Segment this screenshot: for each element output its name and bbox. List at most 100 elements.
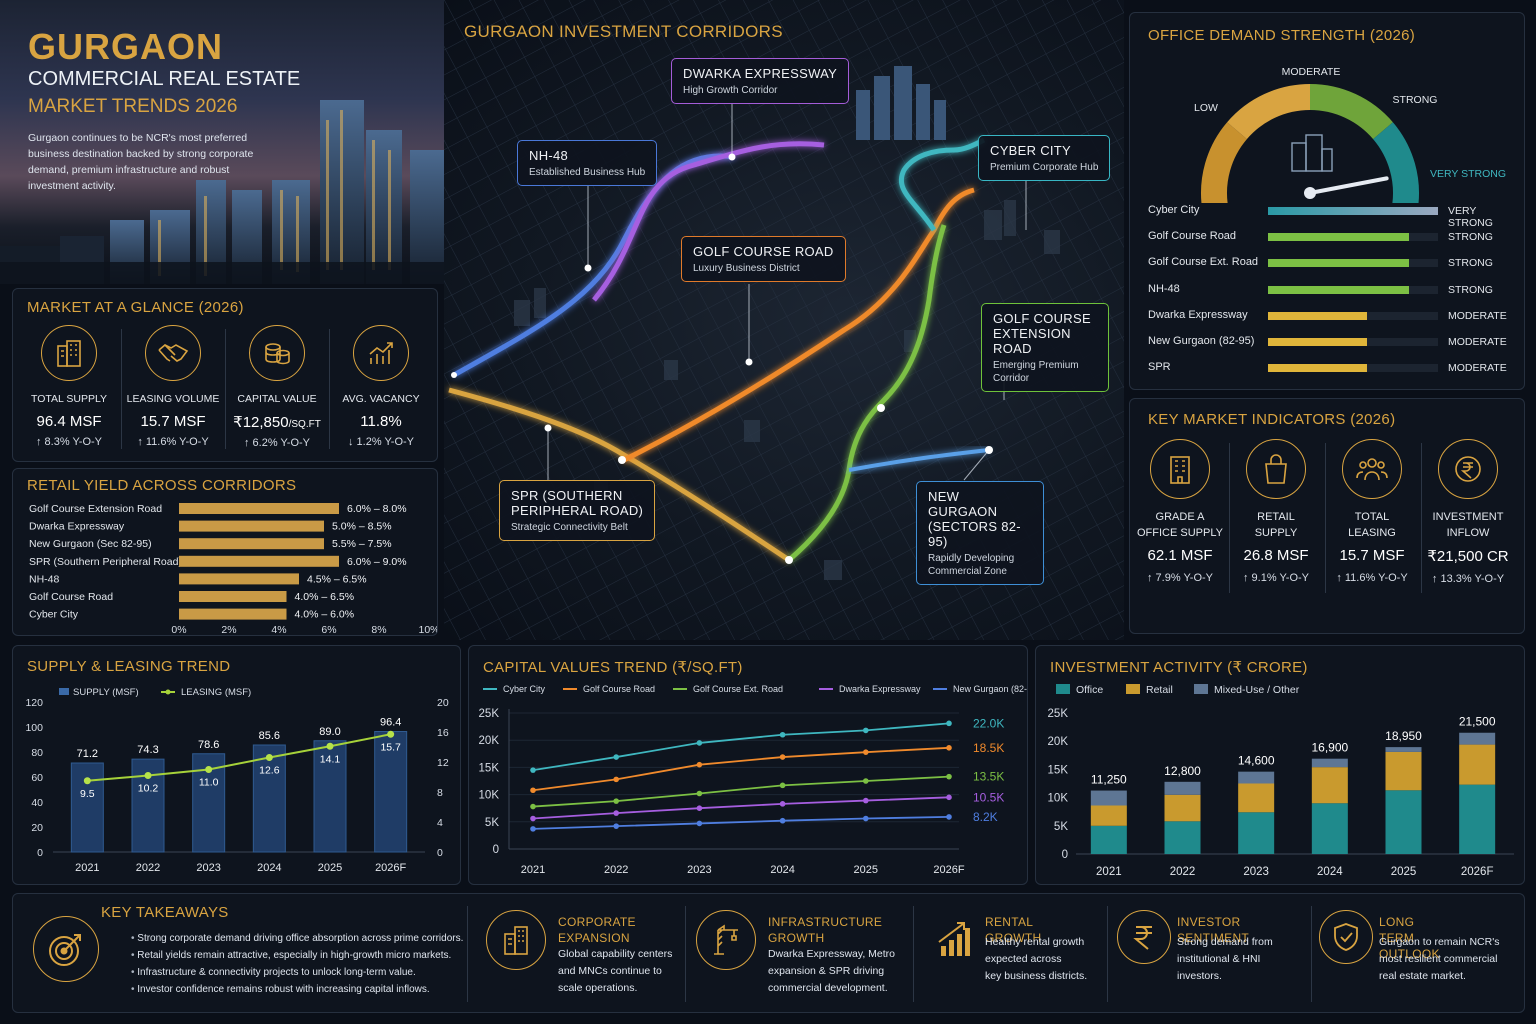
- ia-y-tick: 20K: [1048, 736, 1069, 748]
- demand-row-name: SPR: [1148, 361, 1171, 374]
- cv-end-label: 13.5K: [973, 770, 1004, 784]
- demand-row: SPR MODERATE: [1148, 358, 1518, 378]
- label-spr: SPR (SOUTHERN PERIPHERAL ROAD) Strategic…: [499, 480, 656, 541]
- cv-point: [696, 820, 703, 827]
- gauge-segment: [1372, 122, 1419, 203]
- cv-end-label: 22.0K: [973, 716, 1004, 730]
- cv-end-label: 18.5K: [973, 741, 1004, 755]
- gauge-label: LOW: [1194, 102, 1218, 114]
- legend-leasing: LEASING (MSF): [181, 687, 251, 698]
- trend-chart-icon: [353, 325, 409, 381]
- yield-value-label: 5.0% – 8.5%: [332, 521, 392, 533]
- demand-row-track: [1268, 207, 1438, 215]
- cv-legend-label: Cyber City: [503, 684, 546, 694]
- ia-total-label: 16,900: [1311, 741, 1348, 755]
- hero-subtitle-year: MARKET TRENDS 2026: [28, 96, 238, 117]
- ia-y-tick: 15K: [1048, 764, 1069, 776]
- ia-y-tick: 0: [1062, 849, 1068, 861]
- demand-row-level: MODERATE: [1448, 362, 1507, 375]
- leasing-value-label: 14.1: [320, 753, 341, 765]
- ia-bar-segment: [1164, 794, 1201, 822]
- supply-bar: [313, 740, 347, 853]
- hero-description: Gurgaon continues to be NCR's most prefe…: [28, 132, 254, 192]
- demand-row-fill: [1268, 338, 1367, 346]
- legend-swatch-supply: [59, 688, 69, 695]
- gauge-needle: [1308, 176, 1389, 195]
- skyline-illustration: [0, 100, 444, 284]
- key-indicators-title: KEY MARKET INDICATORS (2026): [1148, 411, 1396, 428]
- cv-series-line: [532, 722, 950, 772]
- sl-y-tick: 100: [25, 722, 43, 734]
- target-icon: [33, 916, 99, 982]
- demand-row-fill: [1268, 364, 1367, 373]
- cv-point: [530, 815, 536, 822]
- cv-point: [530, 787, 536, 794]
- yield-value-label: 6.0% – 8.0%: [347, 503, 407, 515]
- yield-bar: [179, 608, 287, 620]
- ia-bar-segment: [1238, 771, 1275, 784]
- gauge-segment: [1227, 84, 1311, 140]
- corridor-nh48: [452, 153, 735, 378]
- gauge-segment: [1309, 84, 1393, 140]
- ia-x-tick: 2021: [1096, 866, 1122, 878]
- cv-point: [779, 754, 786, 760]
- yield-bar: [179, 573, 299, 585]
- corridor-spr: [448, 387, 791, 563]
- ia-x-tick: 2025: [1391, 866, 1417, 878]
- leasing-value-label: 9.5: [80, 788, 95, 800]
- cv-point: [779, 817, 786, 824]
- glance-leasing-volume: LEASING VOLUME 15.7 MSF ↑ 11.6% Y-O-Y: [121, 325, 225, 448]
- cv-legend-label: New Gurgaon (82-95): [953, 684, 1028, 694]
- ia-bar-segment: [1311, 803, 1348, 854]
- corridor-map: GURGAON INVESTMENT CORRIDORS DWARKA EXPR…: [444, 0, 1124, 640]
- leasing-value-label: 10.2: [138, 783, 159, 795]
- cv-y-tick: 20K: [479, 735, 500, 747]
- ia-legend-swatch: [1126, 684, 1140, 694]
- cv-end-label: 8.2K: [973, 810, 998, 824]
- gauge-label: MODERATE: [1282, 66, 1341, 78]
- shield-icon: [1319, 910, 1373, 964]
- leasing-point: [144, 772, 152, 779]
- corridor-new-gurgaon: [848, 448, 990, 472]
- office-demand-title: OFFICE DEMAND STRENGTH (2026): [1148, 27, 1416, 44]
- gauge-hub: [1304, 187, 1316, 199]
- yield-category-label: Golf Course Road: [29, 591, 113, 603]
- yield-x-tick: 10%: [418, 624, 438, 636]
- demand-row-level: STRONG: [1448, 257, 1493, 270]
- supply-value-label: 85.6: [259, 730, 280, 742]
- demand-row-name: NH-48: [1148, 282, 1180, 295]
- ia-y-tick: 10K: [1048, 793, 1069, 805]
- yield-bar: [179, 538, 324, 550]
- label-nh48: NH-48 Established Business Hub: [517, 140, 658, 186]
- demand-row-level: MODERATE: [1448, 309, 1507, 322]
- ia-x-tick: 2023: [1243, 866, 1269, 878]
- demand-row-level: VERY STRONG: [1448, 205, 1493, 229]
- cv-point: [946, 773, 952, 780]
- cv-point: [863, 815, 869, 822]
- ia-y-tick: 25K: [1048, 708, 1069, 720]
- ia-total-label: 21,500: [1459, 715, 1496, 729]
- supply-value-label: 71.2: [77, 748, 98, 760]
- demand-row-track: [1268, 311, 1438, 320]
- retail-yield-panel: RETAIL YIELD ACROSS CORRIDORS Golf Cours…: [12, 468, 438, 636]
- corridor-cyber-city: [898, 137, 986, 232]
- demand-row: Cyber City VERY STRONG: [1148, 201, 1518, 229]
- demand-row-track: [1268, 338, 1438, 346]
- sl-y2-tick: 12: [437, 757, 449, 769]
- investment-activity-title: INVESTMENT ACTIVITY (₹ CRORE): [1050, 659, 1308, 676]
- demand-gauge: LOW MODERATE STRONG VERY STRONG: [1194, 66, 1506, 203]
- label-dwarka-expressway: DWARKA EXPRESSWAY High Growth Corridor: [671, 58, 850, 104]
- cv-x-tick: 2021: [521, 864, 545, 876]
- leasing-value-label: 11.0: [199, 777, 219, 789]
- ia-legend-label: Retail: [1146, 684, 1173, 696]
- rupee-icon: [1117, 910, 1171, 964]
- demand-row-name: Golf Course Ext. Road: [1148, 256, 1259, 269]
- cv-point: [946, 814, 952, 820]
- supply-bar: [252, 744, 286, 853]
- market-glance-title: MARKET AT A GLANCE (2026): [27, 299, 244, 316]
- cv-point: [696, 740, 703, 746]
- yield-bar: [179, 520, 324, 532]
- glance-avg-vacancy: AVG. VACANCY 11.8% ↓ 1.2% Y-O-Y: [329, 325, 433, 448]
- yield-bar: [179, 503, 339, 514]
- demand-row-track: [1268, 259, 1438, 268]
